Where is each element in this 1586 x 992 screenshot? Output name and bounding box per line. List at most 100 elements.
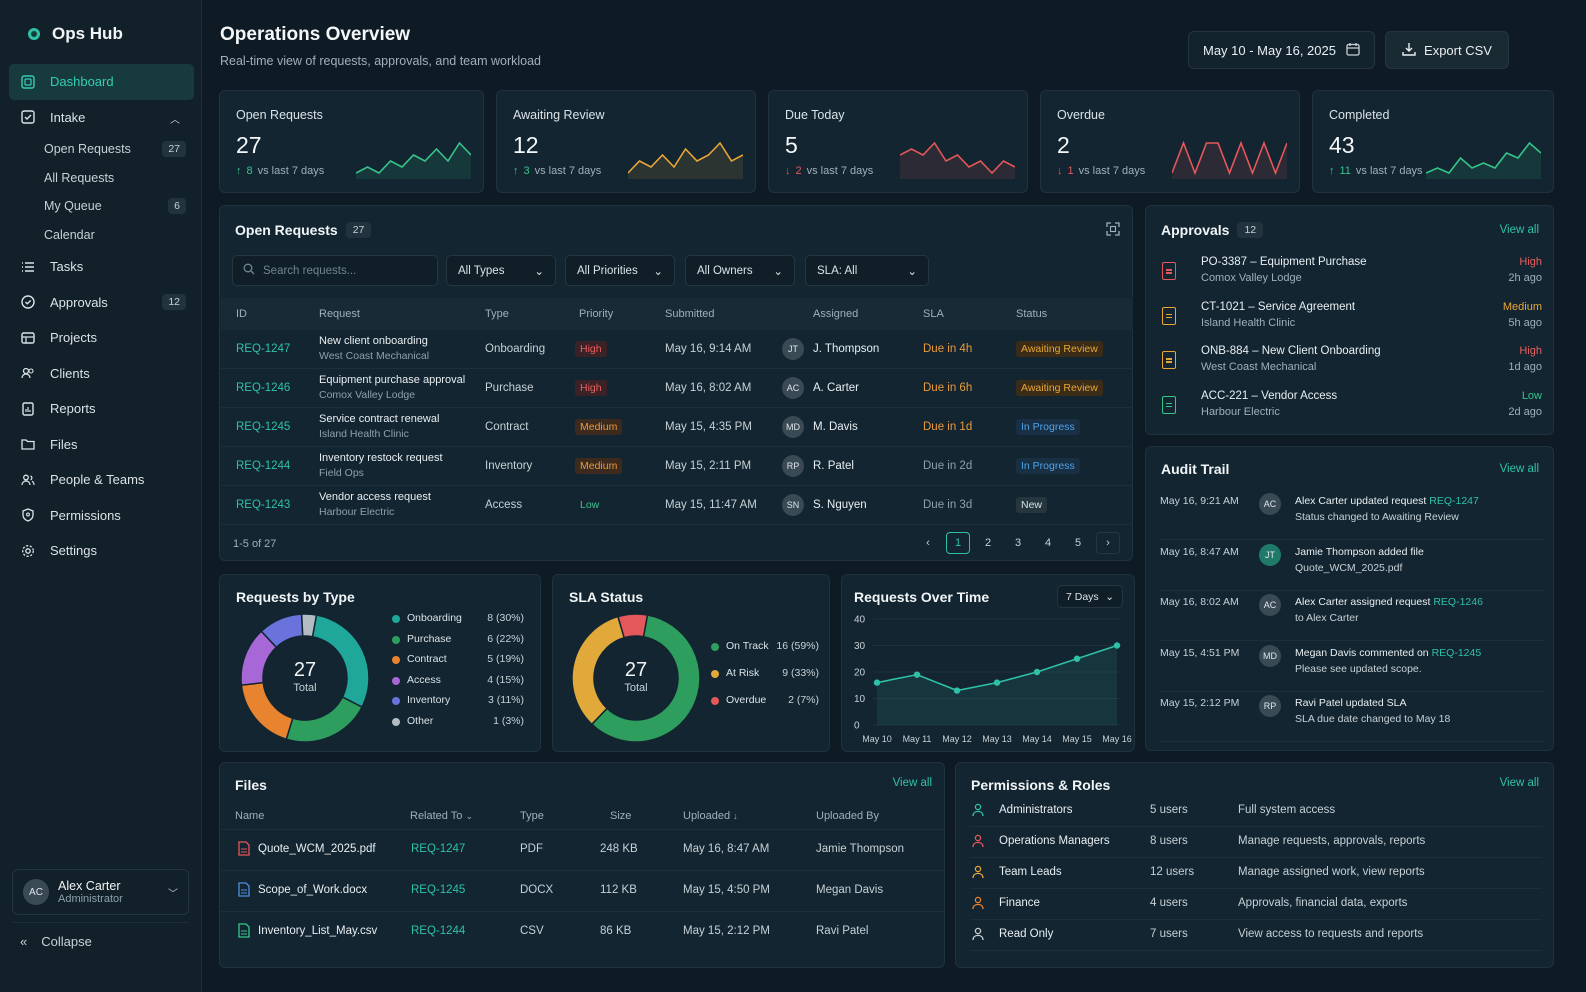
prev-page-button[interactable]: ‹ bbox=[926, 537, 930, 549]
column-header[interactable]: Priority bbox=[579, 308, 614, 320]
sidebar-item-approvals[interactable]: Approvals 12 bbox=[9, 285, 194, 321]
user-menu[interactable]: AC Alex Carter Administrator ﹀ bbox=[12, 869, 189, 915]
column-header[interactable]: Type bbox=[485, 308, 509, 320]
table-row[interactable]: REQ-1244 Inventory restock request Field O… bbox=[221, 447, 1133, 486]
sidebar-item-files[interactable]: Files bbox=[9, 427, 194, 463]
column-header[interactable]: Status bbox=[1016, 308, 1048, 320]
sidebar-item-reports[interactable]: Reports bbox=[9, 391, 194, 427]
sidebar-item-people-teams[interactable]: People & Teams bbox=[9, 462, 194, 498]
sidebar-subitem-open-requests[interactable]: Open Requests 27 bbox=[9, 135, 194, 164]
request-id-link[interactable]: REQ-1244 bbox=[236, 460, 291, 472]
approval-item[interactable]: CT-1021 – Service Agreement Island Health… bbox=[1162, 301, 1542, 345]
next-page-button[interactable]: › bbox=[1096, 532, 1120, 554]
file-row[interactable]: Quote_WCM_2025.pdf REQ-1247 PDF 248 KB May 1… bbox=[221, 829, 945, 870]
column-header[interactable]: Name bbox=[235, 810, 265, 822]
column-header[interactable]: Submitted bbox=[665, 308, 715, 320]
request-id-link[interactable]: REQ-1245 bbox=[236, 421, 291, 433]
kpi-card[interactable]: Due Today 5 ↓ 2 vs last 7 days bbox=[768, 90, 1028, 193]
brand[interactable]: Ops Hub bbox=[28, 24, 123, 44]
request-id-link[interactable]: REQ-1247 bbox=[236, 343, 291, 355]
kpi-card[interactable]: Completed 43 ↑ 11 vs last 7 days bbox=[1312, 90, 1554, 193]
audit-item[interactable]: May 16, 8:47 AM JT Jamie Thompson added fi… bbox=[1160, 540, 1544, 591]
role-row[interactable]: Team Leads 12 users Manage assigned work, … bbox=[970, 858, 1542, 889]
sidebar-item-intake[interactable]: Intake ︿ bbox=[9, 100, 194, 136]
audit-item[interactable]: May 15, 4:51 PM MD Megan Davis commented o… bbox=[1160, 641, 1544, 692]
page-button[interactable]: 4 bbox=[1044, 537, 1052, 549]
view-all-link[interactable]: View all bbox=[892, 777, 932, 789]
table-row[interactable]: REQ-1247 New client onboarding West Coast … bbox=[221, 330, 1133, 369]
column-header[interactable]: Size bbox=[610, 810, 632, 822]
sidebar-subitem-my-queue[interactable]: My Queue 6 bbox=[9, 192, 194, 221]
request-id-link[interactable]: REQ-1246 bbox=[1433, 596, 1483, 608]
export-csv-button[interactable]: Export CSV bbox=[1385, 31, 1509, 69]
range-select[interactable]: 7 Days ⌄ bbox=[1057, 585, 1123, 608]
data-point[interactable] bbox=[873, 679, 881, 686]
view-all-link[interactable]: View all bbox=[1499, 463, 1539, 475]
chevron-up-icon[interactable]: ︿ bbox=[170, 114, 180, 126]
audit-item[interactable]: May 16, 8:02 AM AC Alex Carter assigned re… bbox=[1160, 590, 1544, 641]
file-name[interactable]: Scope_of_Work.docx bbox=[258, 884, 368, 896]
approval-item[interactable]: ONB-884 – New Client Onboarding West Coas… bbox=[1162, 345, 1542, 389]
data-point[interactable] bbox=[913, 671, 921, 678]
audit-item[interactable]: May 16, 9:21 AM AC Alex Carter updated req… bbox=[1160, 489, 1544, 540]
column-header[interactable]: Request bbox=[319, 308, 360, 320]
sidebar-item-tasks[interactable]: Tasks bbox=[9, 249, 194, 285]
request-id-link[interactable]: REQ-1243 bbox=[236, 499, 291, 511]
table-row[interactable]: REQ-1243 Vendor access request Harbour Ele… bbox=[221, 486, 1133, 525]
collapse-button[interactable]: « Collapse bbox=[20, 934, 92, 949]
request-id-link[interactable]: REQ-1245 bbox=[1431, 646, 1482, 659]
role-row[interactable]: Administrators 5 users Full system access bbox=[970, 796, 1542, 827]
data-point[interactable] bbox=[1073, 655, 1081, 662]
column-header-sortable[interactable]: Related To ⌄ bbox=[410, 810, 473, 822]
data-point[interactable] bbox=[953, 687, 961, 694]
filter-priority[interactable]: All Priorities ⌄ bbox=[565, 255, 675, 286]
filter-type[interactable]: All Types ⌄ bbox=[446, 255, 556, 286]
date-range-picker[interactable]: May 10 - May 16, 2025 bbox=[1188, 31, 1375, 69]
page-button[interactable]: 2 bbox=[984, 537, 992, 549]
file-row[interactable]: Scope_of_Work.docx REQ-1245 DOCX 112 KB May … bbox=[221, 870, 945, 911]
role-row[interactable]: Finance 4 users Approvals, financial data,… bbox=[970, 889, 1542, 920]
data-point[interactable] bbox=[1113, 642, 1121, 649]
audit-item[interactable]: May 15, 2:12 PM RP Ravi Patel updated SLA S… bbox=[1160, 691, 1544, 742]
search-input[interactable] bbox=[263, 264, 423, 277]
filter-sla[interactable]: SLA: All ⌄ bbox=[805, 255, 929, 286]
sidebar-item-permissions[interactable]: Permissions bbox=[9, 498, 194, 534]
sidebar-item-settings[interactable]: Settings bbox=[9, 533, 194, 569]
approval-item[interactable]: PO-3387 – Equipment Purchase Comox Valley… bbox=[1162, 256, 1542, 300]
sidebar-item-dashboard[interactable]: Dashboard bbox=[9, 64, 194, 100]
file-row[interactable]: Inventory_List_May.csv REQ-1244 CSV 86 KB Ma… bbox=[221, 911, 945, 952]
request-id-link[interactable]: REQ-1244 bbox=[411, 925, 466, 937]
column-header[interactable]: Assigned bbox=[813, 308, 859, 320]
view-all-link[interactable]: View all bbox=[1499, 777, 1539, 789]
request-id-link[interactable]: REQ-1246 bbox=[236, 382, 291, 394]
table-row[interactable]: REQ-1245 Service contract renewal Island H… bbox=[221, 408, 1133, 447]
kpi-card[interactable]: Awaiting Review 12 ↑ 3 vs last 7 days bbox=[496, 90, 756, 193]
sidebar-subitem-all-requests[interactable]: All Requests bbox=[9, 164, 194, 193]
search-input-wrapper[interactable] bbox=[232, 255, 438, 286]
column-header[interactable]: Type bbox=[520, 810, 544, 822]
page-button[interactable]: 5 bbox=[1074, 537, 1082, 549]
role-row[interactable]: Read Only 7 users View access to requests … bbox=[970, 920, 1542, 951]
page-button[interactable]: 1 bbox=[946, 532, 970, 554]
column-header[interactable]: Uploaded By bbox=[816, 810, 879, 822]
request-id-link[interactable]: REQ-1247 bbox=[411, 843, 466, 855]
request-id-link[interactable]: REQ-1247 bbox=[1429, 495, 1479, 507]
kpi-card[interactable]: Overdue 2 ↓ 1 vs last 7 days bbox=[1040, 90, 1300, 193]
sidebar-item-clients[interactable]: Clients bbox=[9, 356, 194, 392]
column-header[interactable]: ID bbox=[236, 308, 247, 320]
data-point[interactable] bbox=[993, 679, 1001, 686]
sidebar-item-projects[interactable]: Projects bbox=[9, 320, 194, 356]
kpi-card[interactable]: Open Requests 27 ↑ 8 vs last 7 days bbox=[219, 90, 484, 193]
data-point[interactable] bbox=[1033, 668, 1041, 676]
sidebar-subitem-calendar[interactable]: Calendar bbox=[9, 221, 194, 250]
expand-icon[interactable] bbox=[1106, 222, 1120, 239]
role-row[interactable]: Operations Managers 8 users Manage request… bbox=[970, 827, 1542, 858]
approval-item[interactable]: ACC-221 – Vendor Access Harbour Electric L… bbox=[1162, 390, 1542, 434]
file-name[interactable]: Quote_WCM_2025.pdf bbox=[258, 843, 376, 855]
filter-owner[interactable]: All Owners ⌄ bbox=[685, 255, 795, 286]
file-name[interactable]: Inventory_List_May.csv bbox=[258, 925, 378, 937]
table-row[interactable]: REQ-1246 Equipment purchase approval Comox… bbox=[221, 369, 1133, 408]
request-id-link[interactable]: REQ-1245 bbox=[411, 884, 466, 896]
page-button[interactable]: 3 bbox=[1014, 537, 1022, 549]
column-header[interactable]: SLA bbox=[923, 308, 944, 320]
